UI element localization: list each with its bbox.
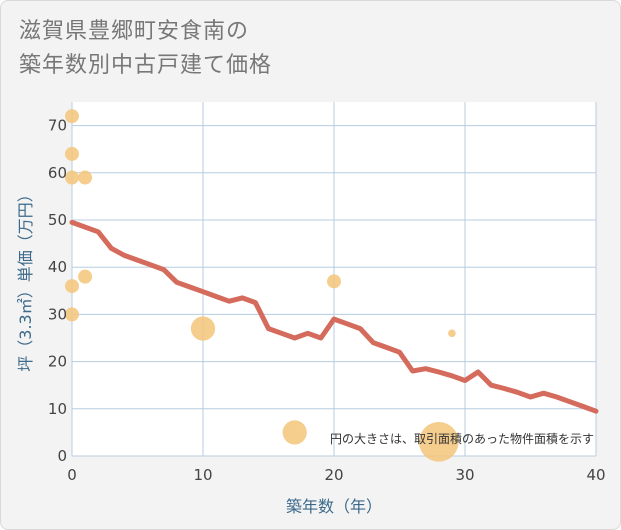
data-point	[419, 422, 459, 462]
y-tick-label: 10	[48, 400, 67, 418]
data-point	[65, 279, 79, 294]
data-point	[282, 420, 307, 445]
data-point	[78, 170, 93, 185]
bubble-series	[65, 109, 459, 462]
data-point	[190, 316, 216, 341]
y-tick-label: 0	[57, 447, 67, 465]
grid-lines	[71, 102, 597, 457]
chart-title: 滋賀県豊郷町安食南の 築年数別中古戸建て価格	[19, 15, 272, 83]
data-point	[327, 274, 341, 289]
trend-line	[69, 219, 599, 414]
x-tick-label: 30	[455, 466, 474, 484]
y-tick-label: 70	[48, 117, 67, 135]
x-tick-label: 10	[193, 466, 212, 484]
x-tick-label: 20	[324, 466, 343, 484]
data-point	[65, 109, 79, 124]
data-point	[65, 146, 79, 161]
y-tick-labels: 0 10 20 30 40 50 60 70	[48, 117, 67, 465]
y-tick-label: 30	[48, 305, 67, 323]
x-axis-label: 築年数（年）	[286, 497, 382, 516]
data-point	[448, 329, 456, 338]
data-point	[78, 269, 93, 284]
data-point	[65, 307, 79, 322]
title-line-1: 滋賀県豊郷町安食南の	[19, 19, 250, 44]
x-tick-label: 40	[586, 466, 605, 484]
y-tick-label: 40	[48, 258, 67, 276]
y-axis-label: 坪（3.3㎡）単価（万円）	[16, 186, 35, 371]
size-note: 円の大きさは、取引面積のあった物件面積を示す	[330, 431, 594, 446]
x-tick-label: 0	[67, 466, 77, 484]
y-tick-label: 50	[48, 211, 67, 229]
y-tick-label: 20	[48, 353, 67, 371]
title-line-2: 築年数別中古戸建て価格	[19, 53, 273, 78]
data-point	[65, 170, 79, 185]
x-tick-labels: 0 10 20 30 40	[67, 466, 605, 484]
y-tick-label: 60	[48, 164, 67, 182]
